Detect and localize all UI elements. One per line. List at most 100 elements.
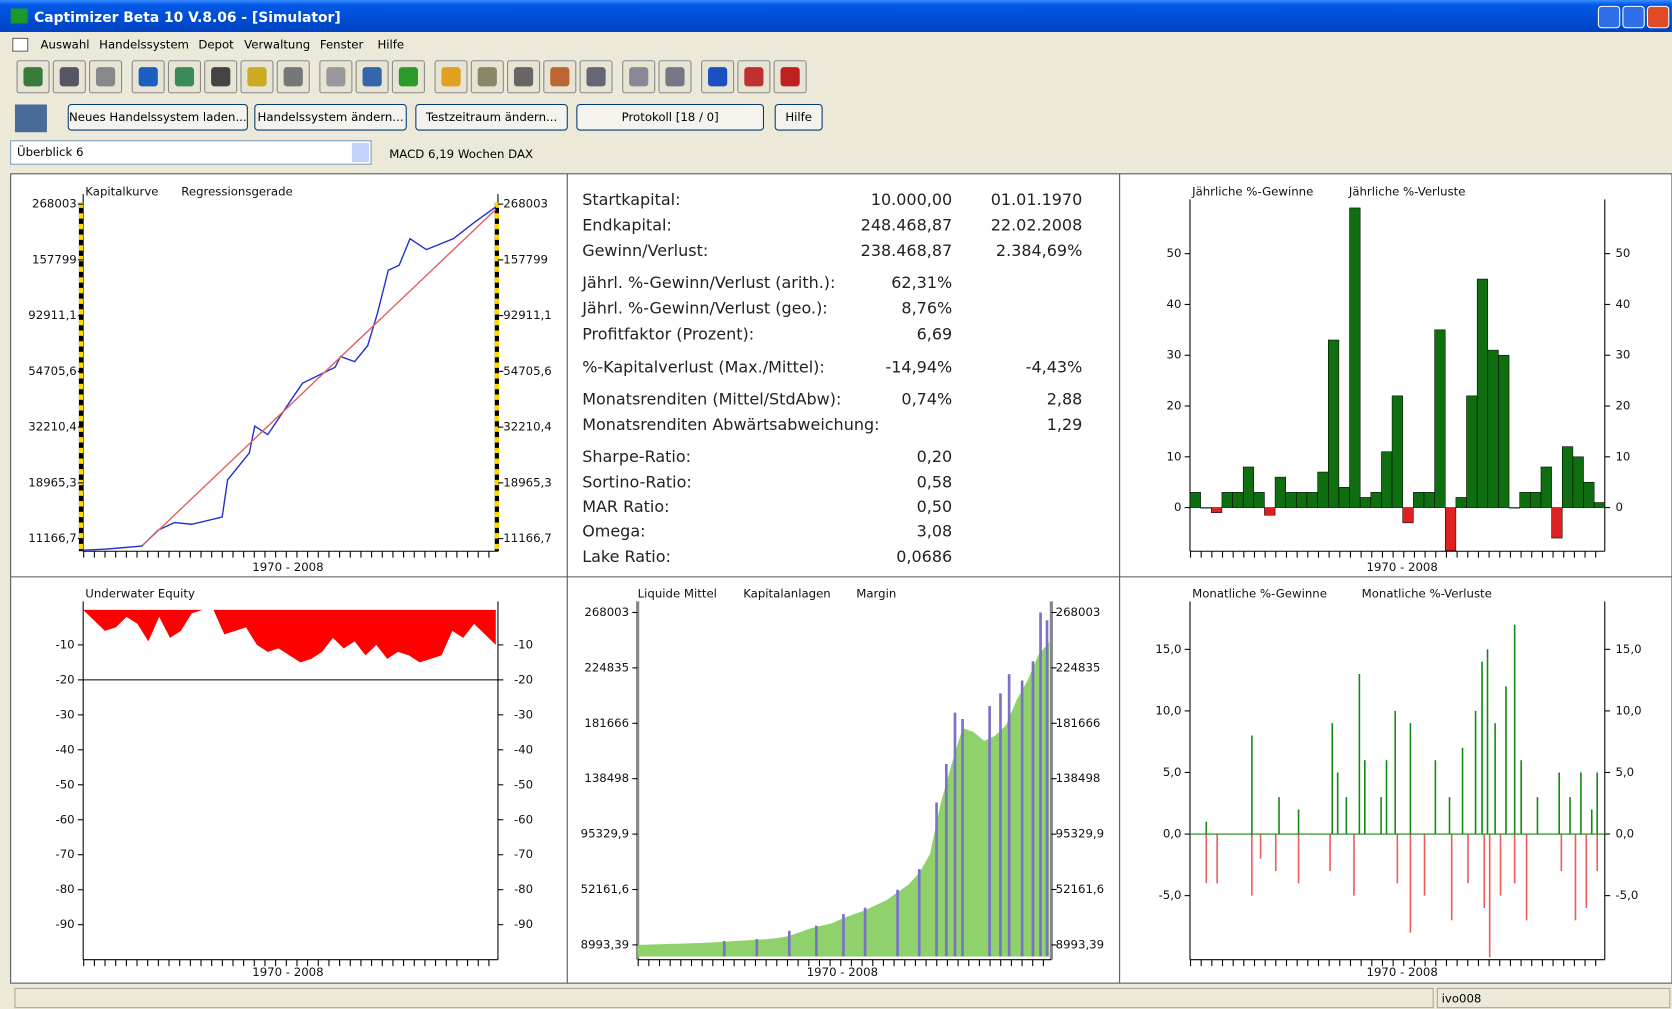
bar bbox=[1253, 492, 1265, 508]
bar bbox=[1488, 834, 1491, 958]
bar bbox=[1474, 710, 1477, 835]
y-tick-label: 30 bbox=[1615, 348, 1630, 362]
bar bbox=[1561, 446, 1574, 508]
stat-label: Jährl. %-Gewinn/Verlust (geo.): bbox=[581, 299, 828, 318]
y-tick-label: 0 bbox=[1174, 500, 1181, 514]
x-axis-label: 1970 - 2008 bbox=[1367, 560, 1438, 574]
button[interactable] bbox=[415, 103, 568, 131]
x-axis-label: 1970 - 2008 bbox=[1367, 965, 1438, 979]
bar bbox=[1505, 686, 1507, 835]
legend-entry: Regressionsgerade bbox=[181, 184, 292, 198]
close-button[interactable] bbox=[1646, 5, 1670, 29]
bar bbox=[1251, 834, 1253, 896]
button[interactable] bbox=[576, 103, 765, 131]
stat-label: Profitfaktor (Prozent): bbox=[582, 324, 754, 343]
menu-item[interactable]: Fenster bbox=[320, 37, 364, 51]
stat-label: Endkapital: bbox=[582, 216, 672, 235]
y-tick-label: 52161,6 bbox=[581, 882, 629, 896]
bar bbox=[1327, 339, 1340, 508]
bar bbox=[1525, 834, 1528, 921]
title-bar bbox=[0, 0, 1672, 32]
bar bbox=[1385, 760, 1388, 835]
bar bbox=[1413, 492, 1425, 508]
y-tick-label: 40 bbox=[1615, 297, 1630, 311]
y-tick-label: -90 bbox=[514, 917, 533, 931]
button[interactable] bbox=[254, 103, 407, 131]
bar bbox=[1285, 492, 1297, 508]
bar bbox=[1466, 395, 1478, 508]
stat-label: Startkapital: bbox=[582, 190, 680, 209]
minimize-button[interactable] bbox=[1597, 5, 1621, 29]
y-tick-label: -70 bbox=[56, 847, 75, 861]
button-label: Protokoll [18 / 0] bbox=[622, 110, 719, 124]
menu-item[interactable]: Handelssystem bbox=[99, 37, 189, 51]
system-label: MACD 6,19 Wochen DAX bbox=[389, 147, 533, 161]
y-tick-label: -40 bbox=[514, 742, 533, 756]
bar bbox=[1409, 834, 1412, 933]
icon-glyph bbox=[398, 67, 418, 87]
icon-glyph bbox=[629, 67, 649, 87]
stat-value: 0,58 bbox=[917, 473, 953, 492]
menu-item[interactable]: Auswahl bbox=[41, 37, 90, 51]
menu-item[interactable]: Verwaltung bbox=[244, 37, 310, 51]
icon-glyph bbox=[138, 67, 158, 87]
chart: 1970 - 2008 268003 268003 157799 157799 92911… bbox=[28, 184, 551, 573]
y-tick-label: -5,0 bbox=[1615, 888, 1638, 902]
bar bbox=[1574, 834, 1577, 921]
bar bbox=[1370, 492, 1382, 508]
icon-glyph bbox=[586, 67, 606, 87]
stat-label: Lake Ratio: bbox=[582, 547, 671, 566]
y-tick-label: 54705,6 bbox=[28, 364, 76, 378]
button-label: Handelssystem ändern... bbox=[258, 110, 404, 124]
y-tick-label: 20 bbox=[1167, 399, 1182, 413]
y-tick-label: 0,0 bbox=[1615, 827, 1634, 841]
y-tick-label: 10 bbox=[1167, 449, 1182, 463]
bar bbox=[1409, 723, 1412, 835]
stat-extra: 01.01.1970 bbox=[991, 190, 1083, 209]
legend-entry: Margin bbox=[856, 586, 896, 600]
bar bbox=[1331, 723, 1334, 835]
bar bbox=[1585, 834, 1588, 908]
y-tick-label: 0,0 bbox=[1163, 827, 1182, 841]
bar bbox=[1221, 492, 1233, 508]
bar bbox=[1540, 466, 1552, 508]
y-tick-label: -30 bbox=[514, 707, 533, 721]
bar bbox=[1508, 507, 1520, 509]
legend-entry: Jährliche %-Gewinne bbox=[1191, 184, 1313, 198]
area bbox=[83, 609, 496, 663]
icon-glyph bbox=[211, 67, 231, 87]
y-tick-label: -30 bbox=[56, 707, 75, 721]
stat-label: Sortino-Ratio: bbox=[582, 473, 692, 492]
y-tick-label: 50 bbox=[1615, 246, 1630, 260]
icon-glyph bbox=[708, 67, 728, 87]
bar bbox=[1580, 772, 1582, 835]
selector-arrow[interactable] bbox=[351, 142, 369, 163]
button[interactable] bbox=[774, 103, 823, 131]
y-tick-label: 268003 bbox=[584, 605, 629, 619]
menu-item[interactable]: Hilfe bbox=[377, 37, 404, 51]
y-tick-label: -5,0 bbox=[1159, 888, 1182, 902]
bar bbox=[1461, 747, 1464, 835]
bar bbox=[1329, 834, 1331, 872]
y-tick-label: -10 bbox=[514, 637, 533, 651]
bar bbox=[1274, 834, 1277, 872]
icon-glyph bbox=[477, 67, 497, 87]
y-tick-label: 138498 bbox=[584, 771, 629, 785]
legend-entry: Monatliche %-Verluste bbox=[1362, 586, 1492, 600]
y-tick-label: 157799 bbox=[503, 252, 548, 266]
bar bbox=[1402, 507, 1414, 524]
menu-item[interactable]: Depot bbox=[198, 37, 234, 51]
bar bbox=[1297, 809, 1300, 835]
app-icon bbox=[10, 8, 28, 24]
bar bbox=[1487, 349, 1499, 508]
selector-box[interactable] bbox=[10, 140, 372, 165]
bar bbox=[1423, 492, 1435, 508]
bar bbox=[1345, 797, 1348, 835]
stat-value: 238.468,87 bbox=[861, 241, 953, 260]
bar bbox=[1394, 710, 1397, 835]
y-tick-label: 138498 bbox=[1056, 771, 1101, 785]
maximize-button[interactable] bbox=[1622, 5, 1645, 29]
stat-label: Jährl. %-Gewinn/Verlust (arith.): bbox=[581, 273, 835, 292]
button[interactable] bbox=[67, 103, 248, 131]
